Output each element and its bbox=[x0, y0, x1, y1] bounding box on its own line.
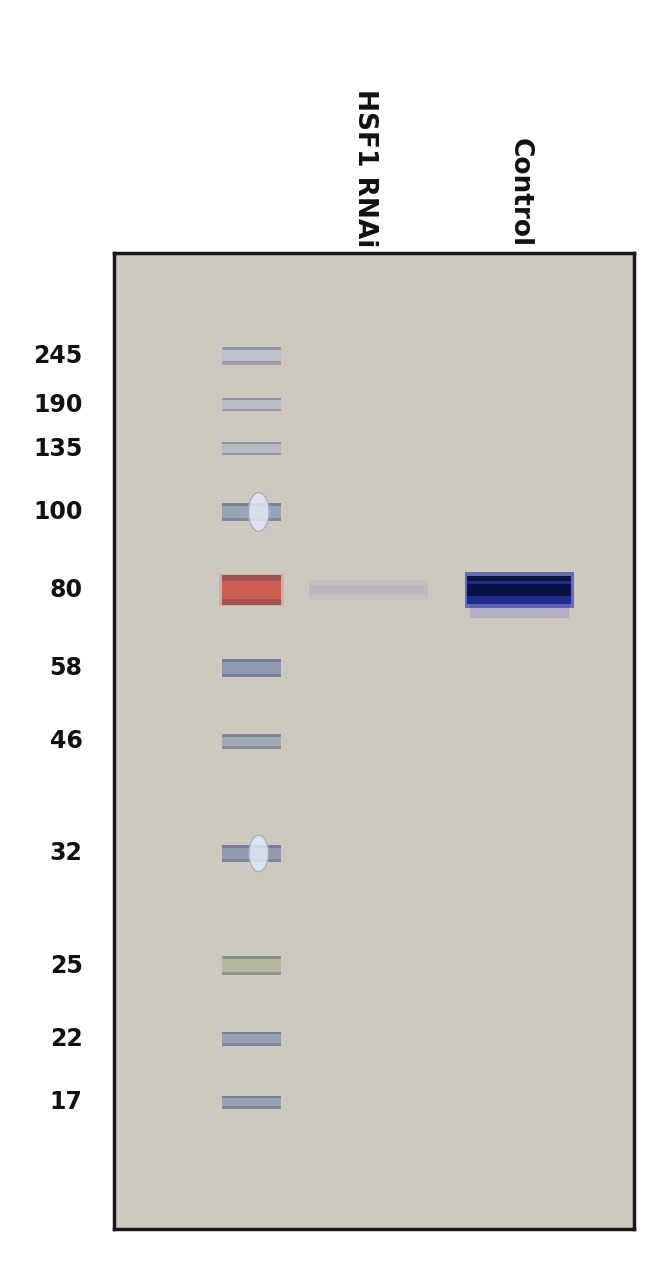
Text: 80: 80 bbox=[49, 578, 83, 602]
Text: 46: 46 bbox=[49, 730, 83, 753]
Bar bbox=[467, 576, 571, 582]
Bar bbox=[222, 442, 281, 445]
Bar bbox=[222, 972, 281, 976]
Bar bbox=[222, 1096, 281, 1098]
Bar bbox=[222, 659, 281, 663]
Bar bbox=[222, 503, 281, 507]
Text: 58: 58 bbox=[49, 656, 83, 680]
Bar bbox=[222, 442, 281, 455]
Bar bbox=[222, 1031, 281, 1034]
Bar bbox=[222, 517, 281, 521]
Bar bbox=[222, 845, 281, 848]
Bar bbox=[222, 398, 281, 412]
Bar bbox=[222, 1043, 281, 1045]
Text: 32: 32 bbox=[49, 841, 83, 865]
Bar bbox=[222, 1096, 281, 1109]
Bar bbox=[222, 1106, 281, 1109]
Text: 135: 135 bbox=[33, 437, 83, 460]
Bar bbox=[222, 599, 281, 604]
Bar bbox=[222, 746, 281, 749]
Bar bbox=[222, 409, 281, 412]
Bar bbox=[222, 734, 281, 749]
Bar bbox=[222, 503, 281, 521]
Text: HSF1 RNAi: HSF1 RNAi bbox=[352, 89, 378, 247]
Bar bbox=[222, 859, 281, 862]
Circle shape bbox=[249, 835, 268, 872]
Bar bbox=[222, 347, 281, 350]
Bar bbox=[219, 574, 284, 606]
Bar bbox=[467, 576, 571, 603]
Bar bbox=[222, 398, 281, 400]
Text: 100: 100 bbox=[33, 500, 83, 525]
Bar bbox=[222, 955, 281, 976]
Text: 22: 22 bbox=[50, 1026, 83, 1050]
Bar bbox=[222, 674, 281, 677]
Bar bbox=[467, 584, 571, 595]
Text: 25: 25 bbox=[49, 954, 83, 978]
Text: 190: 190 bbox=[33, 393, 83, 417]
Bar bbox=[309, 580, 428, 590]
Text: Control: Control bbox=[506, 138, 532, 247]
Bar bbox=[222, 845, 281, 862]
Bar bbox=[222, 659, 281, 677]
Bar bbox=[222, 1031, 281, 1045]
Text: 17: 17 bbox=[49, 1090, 83, 1114]
Bar bbox=[222, 575, 281, 604]
Bar bbox=[309, 585, 428, 595]
Bar bbox=[309, 590, 428, 599]
Bar bbox=[470, 603, 569, 618]
Circle shape bbox=[248, 493, 269, 531]
Bar bbox=[222, 361, 281, 365]
Bar bbox=[465, 573, 574, 608]
Bar bbox=[222, 734, 281, 736]
Bar bbox=[222, 347, 281, 365]
Bar bbox=[222, 955, 281, 959]
Bar bbox=[222, 575, 281, 580]
Text: 245: 245 bbox=[33, 343, 83, 367]
Bar bbox=[222, 452, 281, 455]
